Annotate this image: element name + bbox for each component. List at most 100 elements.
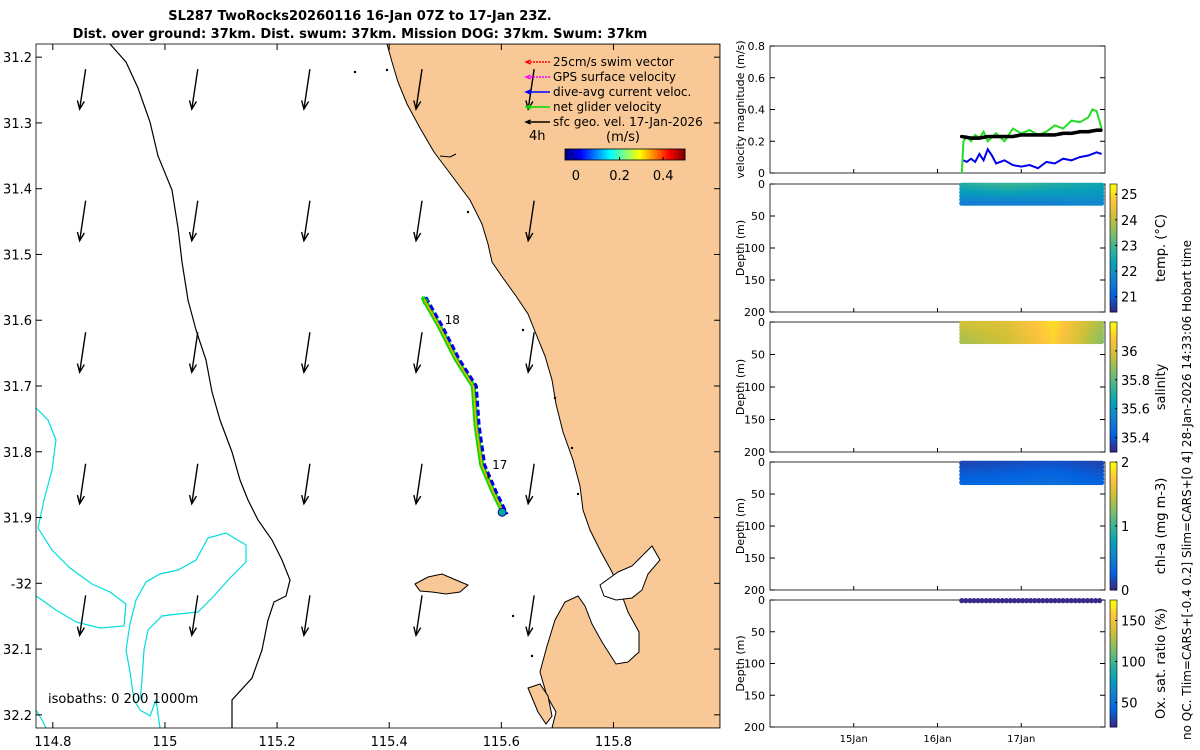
land-mass bbox=[386, 44, 720, 728]
section-colorbar-segment bbox=[1110, 554, 1117, 558]
section-colorbar-tick-label: 0 bbox=[1121, 584, 1129, 599]
section-data-point bbox=[1052, 598, 1058, 604]
section-y-tick-label: 150 bbox=[744, 552, 765, 565]
map-x-tick-label: 115.2 bbox=[258, 735, 295, 750]
map-colorbar-segment bbox=[629, 149, 632, 160]
section-y-tick-label: 150 bbox=[744, 689, 765, 702]
map-colorbar-segment bbox=[579, 149, 582, 160]
section-colorbar-segment bbox=[1110, 627, 1117, 631]
map-colorbar-segment bbox=[657, 149, 660, 160]
deployment-point bbox=[497, 507, 507, 517]
section-colorbar-segment bbox=[1110, 635, 1117, 639]
section-colorbar-segment bbox=[1110, 363, 1117, 367]
velocity-y-tick-label: 0.2 bbox=[748, 135, 766, 148]
section-colorbar-segment bbox=[1110, 579, 1117, 583]
section-colorbar-label: Ox. sat. ratio (%) bbox=[1154, 608, 1169, 719]
section-data-point bbox=[975, 598, 981, 604]
map-colorbar-segment bbox=[623, 149, 626, 160]
section-data-point bbox=[1099, 324, 1105, 330]
geo-velocity-arrowhead bbox=[525, 231, 534, 243]
map-colorbar-segment bbox=[669, 149, 672, 160]
section-data-point bbox=[1099, 468, 1105, 474]
section-colorbar-segment bbox=[1110, 413, 1117, 417]
section-colorbar-segment bbox=[1110, 663, 1117, 667]
section-colorbar-segment bbox=[1110, 523, 1117, 527]
map-colorbar-segment bbox=[649, 149, 652, 160]
geo-velocity-arrowhead bbox=[413, 626, 422, 638]
section-colorbar-segment bbox=[1110, 253, 1117, 257]
map-colorbar-segment bbox=[671, 149, 674, 160]
section-colorbar-segment bbox=[1110, 304, 1117, 308]
section-colorbar-segment bbox=[1110, 242, 1117, 246]
map-colorbar-segment bbox=[661, 149, 664, 160]
map-colorbar-segment bbox=[621, 149, 624, 160]
section-colorbar-segment bbox=[1110, 381, 1117, 385]
section-colorbar-tick-label: 100 bbox=[1121, 655, 1146, 670]
section-y-tick-label: 0 bbox=[758, 456, 765, 469]
section-colorbar-segment bbox=[1110, 658, 1117, 662]
geo-velocity-arrow bbox=[415, 200, 423, 241]
section-colorbar-segment bbox=[1110, 696, 1117, 700]
section-colorbar-segment bbox=[1110, 487, 1117, 491]
map-colorbar-segment bbox=[603, 149, 606, 160]
section-colorbar-segment bbox=[1110, 322, 1117, 326]
section-colorbar-segment bbox=[1110, 345, 1117, 349]
map-colorbar-segment bbox=[583, 149, 586, 160]
section-colorbar-segment bbox=[1110, 650, 1117, 654]
section-colorbar-segment bbox=[1110, 566, 1117, 571]
estuary bbox=[599, 545, 661, 601]
section-colorbar-segment bbox=[1110, 719, 1117, 723]
map-colorbar-tick-label: 0 bbox=[572, 169, 580, 184]
map-colorbar-segment bbox=[589, 149, 592, 160]
map-colorbar-segment bbox=[667, 149, 670, 160]
map-colorbar-segment bbox=[573, 149, 576, 160]
section-y-tick-label: 100 bbox=[744, 242, 765, 255]
section-colorbar-segment bbox=[1110, 520, 1117, 524]
map-colorbar-segment bbox=[631, 149, 634, 160]
section-data-point bbox=[1056, 598, 1062, 604]
section-colorbar-segment bbox=[1110, 402, 1117, 406]
section-x-tick-label: 17Jan bbox=[1007, 734, 1035, 745]
section-colorbar-segment bbox=[1110, 423, 1117, 427]
section-colorbar-segment bbox=[1110, 227, 1117, 231]
map-colorbar-segment bbox=[643, 149, 646, 160]
map-colorbar-segment bbox=[635, 149, 638, 160]
section-colorbar-segment bbox=[1110, 433, 1117, 437]
section-data-point bbox=[995, 598, 1001, 604]
geo-velocity-arrowhead bbox=[300, 231, 310, 243]
section-colorbar-segment bbox=[1110, 248, 1117, 252]
section-colorbar-segment bbox=[1110, 224, 1117, 229]
section-y-tick-label: 50 bbox=[751, 488, 765, 501]
section-colorbar-segment bbox=[1110, 559, 1117, 563]
geo-velocity-arrowhead bbox=[188, 494, 198, 506]
figure-side-note: no QC. Tlim=CARS+[-0.4 0.2] Slim=CARS+[0… bbox=[1180, 240, 1194, 740]
section-data-point bbox=[1003, 598, 1009, 604]
geo-velocity-arrowhead bbox=[525, 626, 534, 638]
map-y-tick-label: 31.3 bbox=[3, 117, 32, 132]
section-colorbar-segment bbox=[1110, 394, 1117, 398]
section-colorbar-segment bbox=[1110, 222, 1117, 226]
section-data-point bbox=[1099, 189, 1105, 196]
section-colorbar-segment bbox=[1110, 387, 1117, 391]
section-colorbar-tick-label: 50 bbox=[1121, 696, 1138, 711]
section-colorbar-segment bbox=[1110, 681, 1117, 685]
section-data-point bbox=[1072, 598, 1078, 604]
map-y-tick-label: 31.7 bbox=[3, 380, 32, 395]
section-y-tick-label: 0 bbox=[758, 594, 765, 607]
velocity-y-tick-label: 0.4 bbox=[748, 104, 766, 117]
section-colorbar-tick-label: 2 bbox=[1121, 456, 1129, 471]
geo-velocity-arrow bbox=[527, 69, 535, 110]
section-colorbar-tick-label: 35.8 bbox=[1121, 374, 1150, 389]
section-colorbar-segment bbox=[1110, 477, 1117, 481]
geo-velocity-arrow bbox=[415, 463, 423, 504]
legend-arrowhead bbox=[524, 104, 531, 110]
section-colorbar-segment bbox=[1110, 431, 1117, 435]
section-colorbar-segment bbox=[1110, 232, 1117, 236]
section-colorbar-segment bbox=[1110, 235, 1117, 239]
section-colorbar-segment bbox=[1110, 273, 1117, 277]
section-colorbar-segment bbox=[1110, 196, 1117, 200]
net-velocity-arrowhead bbox=[421, 295, 429, 305]
figure-subtitle: Dist. over ground: 37km. Dist. swum: 37k… bbox=[72, 27, 648, 42]
section-colorbar-segment bbox=[1110, 660, 1117, 664]
section-colorbar-segment bbox=[1110, 676, 1117, 680]
